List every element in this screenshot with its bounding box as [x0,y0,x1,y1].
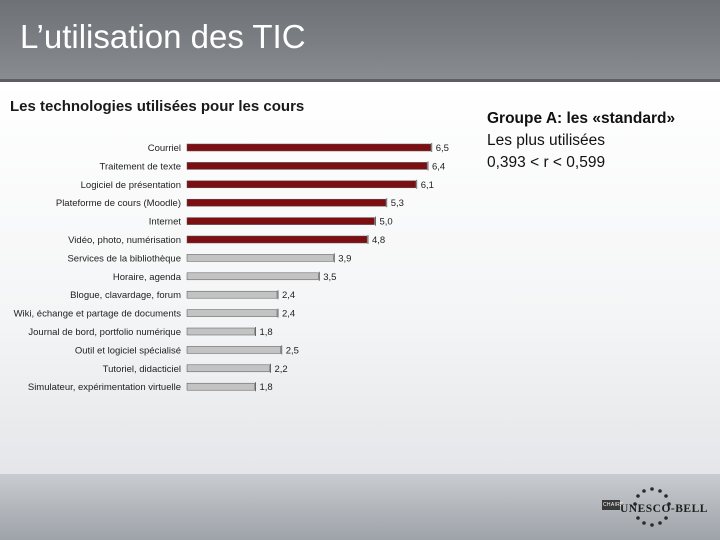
bar [186,382,255,391]
category-label: Outil et logiciel spécialisé [75,345,181,356]
title-bar: L’utilisation des TIC [0,0,720,82]
bar [186,254,334,262]
category-label: Plateforme de cours (Moodle) [56,198,181,209]
value-label: 2,4 [282,290,295,301]
bar [186,272,319,281]
bar [186,290,278,299]
value-label: 1,8 [260,382,273,393]
category-label: Traitement de texte [100,161,182,172]
value-label: 6,5 [436,143,449,154]
category-label: Logiciel de présentation [81,180,181,191]
value-label: 2,2 [275,364,288,375]
value-label: 4,8 [372,235,385,246]
chart-title: Les technologies utilisées pour les cour… [10,98,305,115]
value-label: 5,3 [391,198,404,209]
category-label: Services de la bibliothèque [67,253,181,264]
category-label: Tutoriel, didacticiel [103,364,181,375]
footer-bar [0,474,720,540]
bar [186,364,270,373]
bar-chart: Courriel 6,5 Traitement de texte 6,4 Logicie… [14,143,449,393]
category-label: Journal de bord, portfolio numérique [28,327,181,338]
correlation-range: 0,393 < r < 0,599 [487,154,606,171]
logo-emblem-icon [602,487,671,527]
category-label: Horaire, agenda [113,272,182,283]
bar [186,217,375,225]
unesco-bell-logo: CHAIRE UNESCO-BELL [598,483,708,529]
category-label: Vidéo, photo, numérisation [68,235,181,246]
value-label: 5,0 [380,217,393,228]
logo-name: UNESCO-BELL [620,503,708,515]
value-label: 1,8 [260,327,273,338]
group-heading: Groupe A: les «standard» [487,110,676,127]
value-label: 6,1 [421,180,434,191]
bar [186,327,255,336]
value-label: 6,4 [432,161,445,172]
category-label: Simulateur, expérimentation virtuelle [28,382,181,393]
title-divider [0,79,720,82]
bar [186,162,428,170]
value-label: 3,9 [338,253,351,264]
value-label: 2,4 [282,309,295,320]
value-label: 3,5 [323,272,336,283]
value-label: 2,5 [286,345,299,356]
category-label: Courriel [148,143,181,154]
category-label: Blogue, clavardage, forum [70,290,181,301]
bar [186,346,281,354]
bar [186,309,278,317]
bar [186,235,368,244]
bar [186,180,416,189]
slide-title: L’utilisation des TIC [20,18,306,55]
bar [186,198,386,207]
category-label: Internet [149,217,182,228]
logo-chaire-text: CHAIRE [603,502,624,508]
bar [186,143,431,152]
category-label: Wiki, échange et partage de documents [14,309,182,320]
group-description: Les plus utilisées [487,132,606,149]
side-note: Groupe A: les «standard» Les plus utilis… [487,108,675,174]
